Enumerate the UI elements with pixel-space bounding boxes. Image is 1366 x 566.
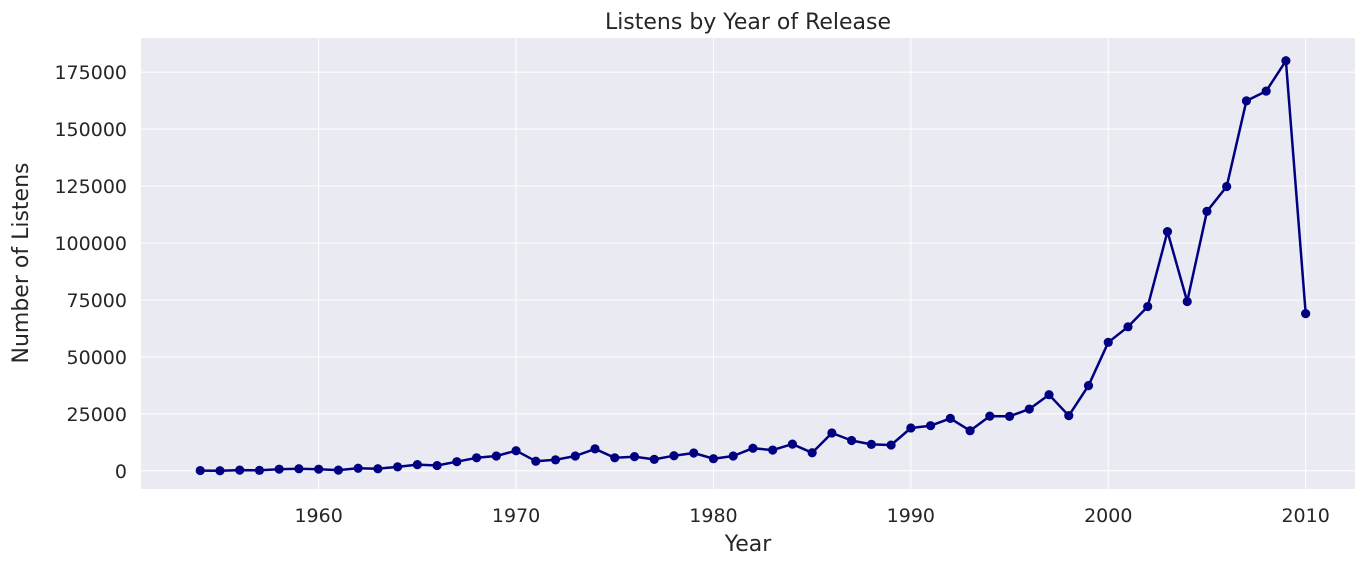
data-point <box>945 413 955 423</box>
data-point <box>1241 96 1252 106</box>
data-point <box>847 435 857 446</box>
data-point <box>827 428 837 438</box>
y-tick-label: 175000 <box>54 62 127 84</box>
data-point <box>235 465 245 475</box>
data-point <box>471 453 482 463</box>
x-tick-label: 1990 <box>887 505 935 527</box>
data-point <box>689 448 699 458</box>
data-point <box>1162 227 1173 237</box>
data-point <box>353 463 363 473</box>
y-tick-label: 25000 <box>67 404 127 426</box>
data-point <box>906 423 916 433</box>
x-tick-labels: 1960 1970 1980 1990 2000 2010 <box>294 505 1329 527</box>
data-point <box>925 421 936 431</box>
data-point <box>1004 411 1015 421</box>
data-point <box>294 464 304 474</box>
data-point <box>610 453 620 463</box>
data-point <box>985 411 995 421</box>
y-tick-label: 125000 <box>54 176 127 198</box>
y-axis-title: Number of Listens <box>9 163 34 364</box>
x-tick-label: 2000 <box>1084 505 1132 527</box>
data-point <box>333 465 343 475</box>
x-tick-label: 1960 <box>294 505 342 527</box>
data-point <box>393 462 403 472</box>
data-point <box>570 451 580 461</box>
y-tick-labels: 0 25000 50000 75000 100000 125000 150000 175000 <box>54 62 127 483</box>
data-point <box>748 443 758 453</box>
data-point <box>373 464 383 474</box>
data-point <box>215 466 225 476</box>
x-tick-label: 2010 <box>1281 505 1329 527</box>
x-tick-label: 1980 <box>689 505 737 527</box>
data-point <box>254 465 265 475</box>
data-point <box>669 451 679 461</box>
data-point <box>649 454 659 464</box>
grid <box>141 38 1355 489</box>
data-point <box>195 465 205 476</box>
data-point <box>1222 181 1232 192</box>
data-point <box>531 456 541 466</box>
data-point <box>728 451 738 461</box>
plot-area <box>141 38 1355 489</box>
data-point <box>274 464 284 474</box>
x-tick-label: 1970 <box>492 505 540 527</box>
y-tick-label: 150000 <box>54 119 127 141</box>
data-point <box>1024 404 1034 414</box>
data-point <box>432 460 442 471</box>
data-point <box>708 454 719 464</box>
data-point <box>1103 337 1113 347</box>
y-tick-label: 50000 <box>67 347 127 369</box>
data-point <box>1202 206 1212 216</box>
data-point <box>1281 56 1291 66</box>
data-point <box>412 460 422 470</box>
data-point <box>866 439 876 449</box>
data-point <box>629 452 640 462</box>
data-point <box>452 457 462 467</box>
data-point <box>1123 322 1133 332</box>
data-point <box>1064 411 1074 421</box>
data-point <box>1143 301 1153 312</box>
data-point <box>491 451 501 461</box>
data-point <box>1301 309 1311 319</box>
data-point <box>1261 86 1271 96</box>
data-point <box>511 446 521 456</box>
series-layer <box>195 56 1311 476</box>
chart-title: Listens by Year of Release <box>605 10 891 35</box>
data-point <box>965 426 975 436</box>
y-tick-label: 75000 <box>67 290 127 312</box>
data-point <box>787 439 798 449</box>
data-point <box>1182 296 1192 307</box>
y-tick-label: 100000 <box>54 233 127 255</box>
data-point <box>1044 390 1054 400</box>
data-point <box>550 455 561 465</box>
x-axis-title: Year <box>724 532 773 557</box>
data-point <box>590 444 600 454</box>
data-point <box>807 448 817 458</box>
data-point <box>1083 380 1094 391</box>
data-point <box>768 445 778 455</box>
data-point <box>314 464 324 474</box>
y-tick-label: 0 <box>115 461 127 483</box>
data-point <box>886 440 896 450</box>
